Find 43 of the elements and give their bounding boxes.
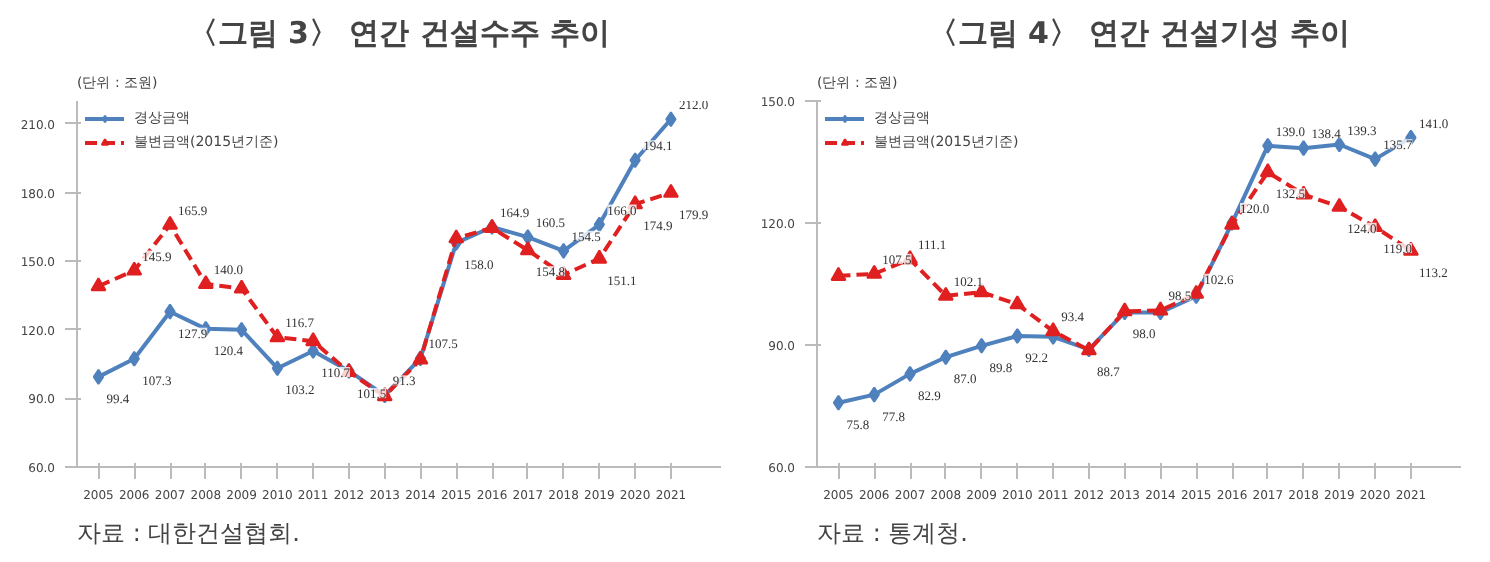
- point: [448, 229, 465, 244]
- chart-title: 〈그림 3〉 연간 건설수주 추이: [187, 15, 611, 51]
- point: [1297, 140, 1310, 157]
- point: [269, 328, 286, 343]
- point: [830, 266, 847, 281]
- point: [271, 360, 284, 377]
- point: [591, 249, 608, 264]
- point: [665, 111, 677, 128]
- point: [593, 216, 606, 233]
- point: [522, 229, 534, 246]
- point: [1331, 197, 1348, 212]
- point: [1188, 284, 1205, 299]
- point: [197, 274, 214, 290]
- point: [937, 286, 954, 301]
- point: [940, 349, 952, 366]
- point: [975, 337, 988, 354]
- point: [866, 264, 883, 279]
- point: [1369, 151, 1381, 168]
- point: [1259, 163, 1276, 178]
- point: [1011, 328, 1024, 345]
- point: [235, 321, 248, 338]
- point: [233, 279, 250, 294]
- text: 자료 : 대한건설협회.: [77, 519, 300, 547]
- point: [90, 277, 107, 292]
- point: [164, 303, 176, 320]
- point: [832, 394, 845, 411]
- point: [557, 242, 570, 259]
- point: [904, 365, 916, 382]
- chart-title: 〈그림 4〉 연간 건설기성 추이: [927, 15, 1351, 51]
- point: [629, 152, 641, 169]
- point: [162, 215, 179, 230]
- point: [126, 261, 143, 276]
- point: [128, 350, 140, 367]
- point: [868, 386, 880, 403]
- point: [1262, 137, 1274, 154]
- point: [662, 183, 679, 198]
- text: 자료 : 통계청.: [817, 519, 968, 547]
- point: [1152, 301, 1169, 316]
- point: [1009, 295, 1026, 310]
- point: [519, 241, 536, 256]
- point: [1045, 322, 1062, 337]
- point: [92, 368, 105, 385]
- point: [305, 332, 322, 347]
